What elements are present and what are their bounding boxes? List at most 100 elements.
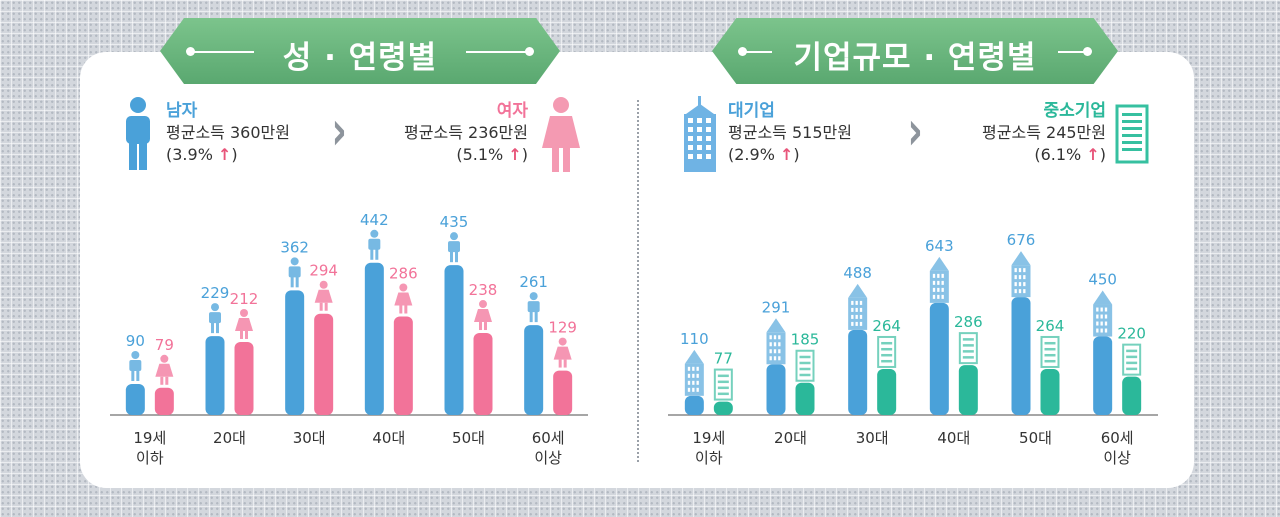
large-change-close: ) <box>793 145 800 164</box>
skyscraper-window <box>855 300 858 305</box>
x-tick-label-line: 50대 <box>452 429 485 447</box>
female-figure-leg <box>240 330 243 339</box>
small-building-icon <box>795 349 815 382</box>
skyscraper-window <box>1014 282 1017 287</box>
skyscraper-window <box>769 356 772 361</box>
banner-dot-left <box>738 47 747 56</box>
banner-dot-right <box>525 47 534 56</box>
small-building-stripe <box>962 356 974 359</box>
x-tick-label-line: 이상 <box>534 449 562 467</box>
data-label: 362 <box>280 238 309 256</box>
skyscraper-window <box>778 342 781 347</box>
skyscraper-roof <box>1093 290 1113 305</box>
data-label: 643 <box>925 237 954 255</box>
section-divider <box>637 100 639 462</box>
skyscraper-window <box>851 307 854 312</box>
data-label: 110 <box>680 330 709 348</box>
male-figure-leg <box>529 311 533 323</box>
small-building-stripe <box>1044 353 1056 357</box>
small-building-icon <box>1115 104 1149 164</box>
small-building-stripe <box>1126 355 1138 359</box>
female-figure-dress <box>235 317 253 331</box>
small-building-stripe <box>799 367 811 371</box>
skyscraper-window <box>859 314 863 319</box>
skyscraper-window <box>941 273 944 278</box>
x-tick-label-line: 40대 <box>937 429 970 447</box>
bar-series2 <box>154 387 174 415</box>
small-building-stripe <box>717 380 729 384</box>
male-figure-leg <box>455 251 458 263</box>
skyscraper-window <box>773 356 777 361</box>
female-figure-dress <box>314 289 333 303</box>
skyscraper-window <box>769 349 772 354</box>
sme-title: 중소기업 <box>1043 101 1106 121</box>
banner-ribbon <box>712 18 1118 84</box>
data-label: 286 <box>389 265 418 283</box>
small-building-stripe <box>717 392 729 396</box>
data-label: 129 <box>548 319 577 337</box>
data-label: 291 <box>762 298 791 316</box>
skyscraper-window <box>859 321 863 326</box>
female-figure-icon <box>399 283 408 292</box>
sme-summary: 중소기업 평균소득 245만원 (6.1% ↑) <box>966 100 1106 166</box>
small-building-stripe <box>717 374 729 378</box>
small-building-stripe <box>1126 367 1138 371</box>
female-figure-icon <box>558 337 567 346</box>
skyscraper-window <box>1096 328 1099 333</box>
banner-dot-right <box>1083 47 1092 56</box>
skyscraper-roof <box>766 318 786 333</box>
female-change-value: (5.1% <box>456 145 504 164</box>
skyscraper-window <box>932 294 936 299</box>
bar-series2 <box>1040 368 1060 415</box>
skyscraper-window <box>696 366 699 371</box>
bar-series1 <box>848 329 868 415</box>
skyscraper-roof <box>929 256 949 271</box>
banner-gender-age: 성 · 연령별 <box>160 18 560 84</box>
female-title: 여자 <box>496 101 528 121</box>
bar-series2 <box>958 365 978 415</box>
small-building-stripe <box>1044 341 1056 345</box>
banner-dot-left <box>186 47 195 56</box>
skyscraper-window <box>696 373 699 378</box>
skyscraper-window <box>687 373 691 378</box>
small-building-stripe <box>799 361 811 365</box>
skyscraper-window <box>769 335 772 340</box>
large-company-summary: 대기업 평균소득 515만원 (2.9% ↑) <box>728 100 852 166</box>
x-tick-label-line: 20대 <box>213 429 246 447</box>
skyscraper-window <box>692 380 695 385</box>
female-income: 평균소득 236만원 <box>404 123 528 142</box>
skyscraper-window <box>941 280 944 285</box>
bar-series1 <box>684 395 704 415</box>
male-figure-leg <box>290 276 294 288</box>
skyscraper-roof <box>848 283 868 298</box>
female-figure-icon <box>319 280 328 289</box>
skyscraper-window <box>941 287 944 292</box>
small-building-stripe <box>962 344 974 347</box>
x-tick-label: 30대 <box>856 429 889 447</box>
skyscraper-window <box>1096 314 1099 319</box>
skyscraper-window <box>855 314 858 319</box>
bar-series1 <box>285 290 305 415</box>
data-label: 90 <box>126 332 145 350</box>
small-building-stripe <box>1044 347 1056 351</box>
data-label: 450 <box>1088 271 1117 289</box>
small-building-icon <box>1040 335 1060 368</box>
sme-change: (6.1% ↑) <box>966 144 1106 166</box>
x-tick-label-line: 이상 <box>1103 449 1131 467</box>
skyscraper-window <box>1014 275 1017 280</box>
banner-title-right: 기업규모 · 연령별 <box>793 40 1037 76</box>
data-label: 286 <box>954 313 983 331</box>
bar-series2 <box>877 368 897 415</box>
x-tick-label-line: 20대 <box>774 429 807 447</box>
skyscraper-window <box>851 321 854 326</box>
skyscraper-window <box>687 380 691 385</box>
skyscraper-window <box>1104 314 1108 319</box>
male-title: 남자 <box>166 101 198 121</box>
skyscraper-window <box>1104 321 1108 326</box>
banner-line-right <box>466 51 528 53</box>
male-figure-icon <box>290 257 299 266</box>
x-tick-label: 60세 이상 <box>532 429 565 467</box>
small-building-stripe <box>799 373 811 377</box>
male-figure-leg <box>211 322 214 334</box>
female-figure-leg <box>319 302 323 311</box>
